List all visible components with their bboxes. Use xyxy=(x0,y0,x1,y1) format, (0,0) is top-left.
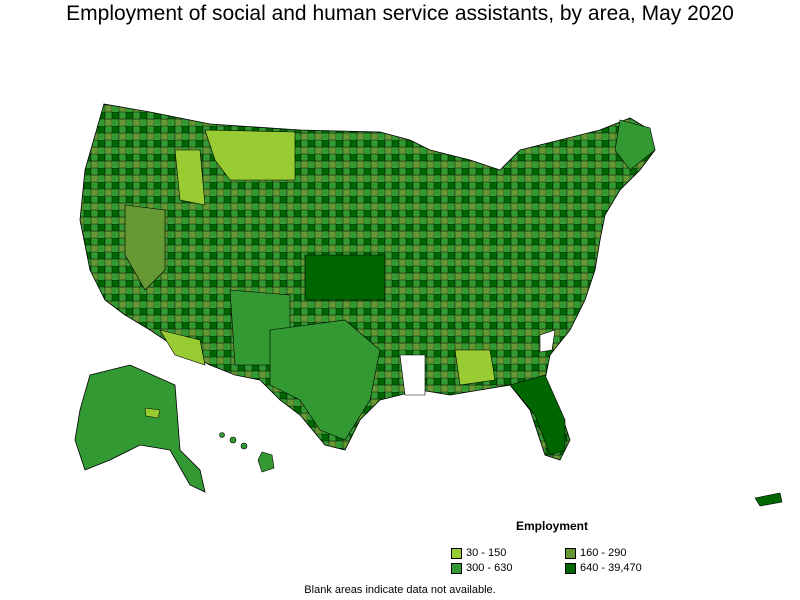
idaho-light-area xyxy=(174,149,206,206)
footnote: Blank areas indicate data not available. xyxy=(304,584,496,596)
map-title: Employment of social and human service a… xyxy=(66,2,734,25)
legend-swatch xyxy=(451,562,462,574)
legend-item-640-39470: 640 - 39,470 xyxy=(565,562,642,574)
legend-title: Employment xyxy=(516,519,589,533)
texas-area xyxy=(269,319,381,441)
arizona-south-area xyxy=(159,329,206,366)
blank-area-mississippi xyxy=(399,354,426,396)
legend-item-160-290: 160 - 290 xyxy=(565,547,626,559)
puerto-rico-region xyxy=(754,492,783,507)
alaska-region xyxy=(74,364,206,493)
legend-label: 30 - 150 xyxy=(466,547,507,559)
legend-item-30-150: 30 - 150 xyxy=(451,547,506,559)
legend-swatch xyxy=(451,547,462,559)
legend-label: 160 - 290 xyxy=(580,547,627,559)
montana-area xyxy=(204,129,296,181)
light-area-alabama xyxy=(454,349,496,386)
maine-area xyxy=(614,119,656,171)
legend-swatch xyxy=(565,562,576,574)
kansas-area xyxy=(304,254,386,301)
hawaii-region xyxy=(219,432,275,473)
florida-area xyxy=(509,374,566,456)
alaska-small-area xyxy=(144,407,161,419)
blank-area-carolina xyxy=(539,329,556,353)
legend-label: 300 - 630 xyxy=(466,562,513,574)
legend-swatch xyxy=(565,547,576,559)
legend-label: 640 - 39,470 xyxy=(580,562,642,574)
nevada-area xyxy=(124,204,166,291)
legend-item-300-630: 300 - 630 xyxy=(451,562,512,574)
